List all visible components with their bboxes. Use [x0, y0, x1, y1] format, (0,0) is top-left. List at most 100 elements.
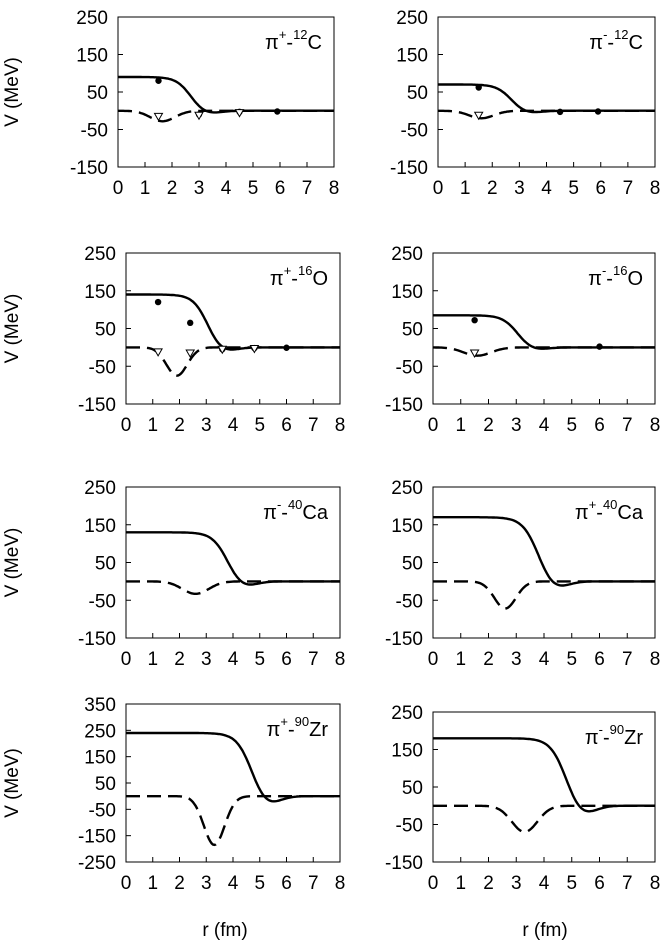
- x-tick-label: 4: [221, 178, 232, 199]
- series-line-dashed: [126, 795, 340, 847]
- x-tick-label: 6: [281, 649, 292, 670]
- y-tick-label: -50: [89, 357, 116, 378]
- x-tick-label: 0: [428, 873, 439, 894]
- x-tick-label: 3: [194, 178, 205, 199]
- chart-panel-row3-right: 0 1 2 3 4 5 6 7 8 -150 -50 50 150 250 π+-40Ca: [385, 478, 660, 670]
- x-tick-label: 0: [428, 415, 439, 436]
- panel-label: π--12C: [589, 27, 643, 54]
- chart-panel-top-right: 0 1 2 3 4 5 6 7 8 -150 -50 50 150 250 π--12C: [390, 8, 660, 199]
- series-line-solid: [126, 731, 340, 803]
- y-tick-label: -50: [89, 800, 116, 821]
- y-tick-label: 150: [84, 748, 116, 769]
- panel-label: π+-12C: [265, 27, 322, 54]
- data-point-triangle: [153, 348, 163, 357]
- x-tick-label: 4: [228, 415, 239, 436]
- data-point-circle: [187, 319, 194, 327]
- y-tick-label: 50: [402, 320, 423, 341]
- x-tick-label: 7: [308, 415, 319, 436]
- data-point-triangle: [249, 345, 260, 354]
- x-tick-label: 3: [201, 415, 212, 436]
- x-tick-label: 7: [308, 649, 319, 670]
- series-line-solid: [433, 737, 655, 813]
- series-line-dashed: [126, 580, 340, 595]
- x-tick-label: 7: [623, 178, 634, 199]
- y-tick-label: -50: [89, 591, 116, 612]
- x-tick-label: 7: [308, 873, 319, 894]
- x-tick-label: 0: [428, 649, 439, 670]
- data-point-triangle: [217, 345, 228, 355]
- y-tick-label: 250: [84, 478, 116, 499]
- x-tick-label: 1: [147, 649, 158, 670]
- x-tick-label: 5: [568, 178, 579, 199]
- x-tick-label: 8: [329, 178, 340, 199]
- x-tick-label: 7: [622, 873, 633, 894]
- x-tick-label: 6: [281, 415, 292, 436]
- x-tick-label: 3: [511, 415, 522, 436]
- panel-label: π--90Zr: [585, 722, 644, 749]
- x-tick-label: 8: [650, 649, 661, 670]
- x-tick-label: 3: [201, 873, 212, 894]
- x-tick-label: 3: [511, 873, 522, 894]
- x-tick-label: 7: [622, 415, 633, 436]
- data-point-triangle: [185, 349, 196, 359]
- y-tick-label: 150: [391, 741, 423, 762]
- y-tick-label: -50: [401, 121, 428, 142]
- x-tick-label: 2: [167, 178, 178, 199]
- x-tick-label: 1: [140, 178, 151, 199]
- data-point-circle: [596, 343, 603, 350]
- data-point-triangle: [234, 109, 245, 118]
- chart-panel-row3-left: 0 1 2 3 4 5 6 7 8 -150 -50 50 150 250 V (MeV) π--40Ca: [2, 478, 345, 670]
- data-point-circle: [471, 316, 478, 324]
- chart-panel-top-left: 0 1 2 3 4 5 6 7 8 -150 -50 50 150 250 V (MeV) π+-12C: [2, 8, 339, 199]
- x-tick-label: 1: [460, 178, 471, 199]
- series-line-solid: [118, 75, 334, 114]
- x-tick-label: 0: [433, 178, 444, 199]
- data-point-circle: [274, 108, 281, 115]
- y-tick-label: -150: [78, 827, 116, 848]
- x-tick-label: 7: [302, 178, 313, 199]
- x-tick-label: 2: [483, 649, 494, 670]
- y-tick-label: -50: [396, 591, 423, 612]
- panel-label: π+-40Ca: [575, 497, 644, 524]
- y-tick-label: 350: [84, 695, 116, 716]
- x-tick-label: 6: [594, 649, 605, 670]
- x-tick-label: 2: [483, 415, 494, 436]
- x-tick-label: 3: [514, 178, 525, 199]
- x-tick-label: 1: [147, 873, 158, 894]
- x-axis-title-right: r (fm): [522, 920, 567, 941]
- y-tick-label: -150: [390, 158, 428, 179]
- x-tick-label: 8: [650, 415, 661, 436]
- x-tick-label: 8: [335, 649, 346, 670]
- series-line-solid: [433, 516, 655, 587]
- x-tick-label: 6: [595, 178, 606, 199]
- x-tick-label: 4: [539, 649, 550, 670]
- data-point-circle: [556, 108, 564, 116]
- x-tick-label: 2: [174, 649, 185, 670]
- x-tick-label: 4: [539, 415, 550, 436]
- panel-label: π+-16O: [270, 263, 328, 290]
- y-tick-label: -150: [385, 395, 423, 416]
- chart-panel-row2-right: 0 1 2 3 4 5 6 7 8 -150 -50 50 150 250 π--16O: [385, 244, 660, 436]
- y-tick-label: 50: [95, 774, 116, 795]
- y-axis-title: V (MeV): [2, 748, 23, 818]
- series-line-dashed: [433, 804, 655, 834]
- series-line-solid: [126, 531, 340, 586]
- y-tick-label: -150: [385, 853, 423, 874]
- y-tick-label: 150: [396, 46, 428, 67]
- x-tick-label: 5: [566, 649, 577, 670]
- series-line-dashed: [433, 346, 655, 357]
- x-tick-label: 6: [594, 415, 605, 436]
- y-tick-label: 150: [76, 46, 108, 67]
- x-axis-title-left: r (fm): [202, 920, 247, 941]
- y-axis-title: V (MeV): [2, 294, 23, 364]
- x-tick-label: 0: [121, 649, 132, 670]
- y-tick-label: 150: [84, 516, 116, 537]
- x-tick-label: 2: [174, 415, 185, 436]
- x-tick-label: 8: [335, 415, 346, 436]
- y-tick-label: 250: [84, 721, 116, 742]
- data-point-circle: [475, 84, 482, 91]
- y-axis-title: V (MeV): [2, 57, 23, 127]
- x-tick-label: 0: [121, 873, 132, 894]
- y-tick-label: 50: [95, 554, 116, 575]
